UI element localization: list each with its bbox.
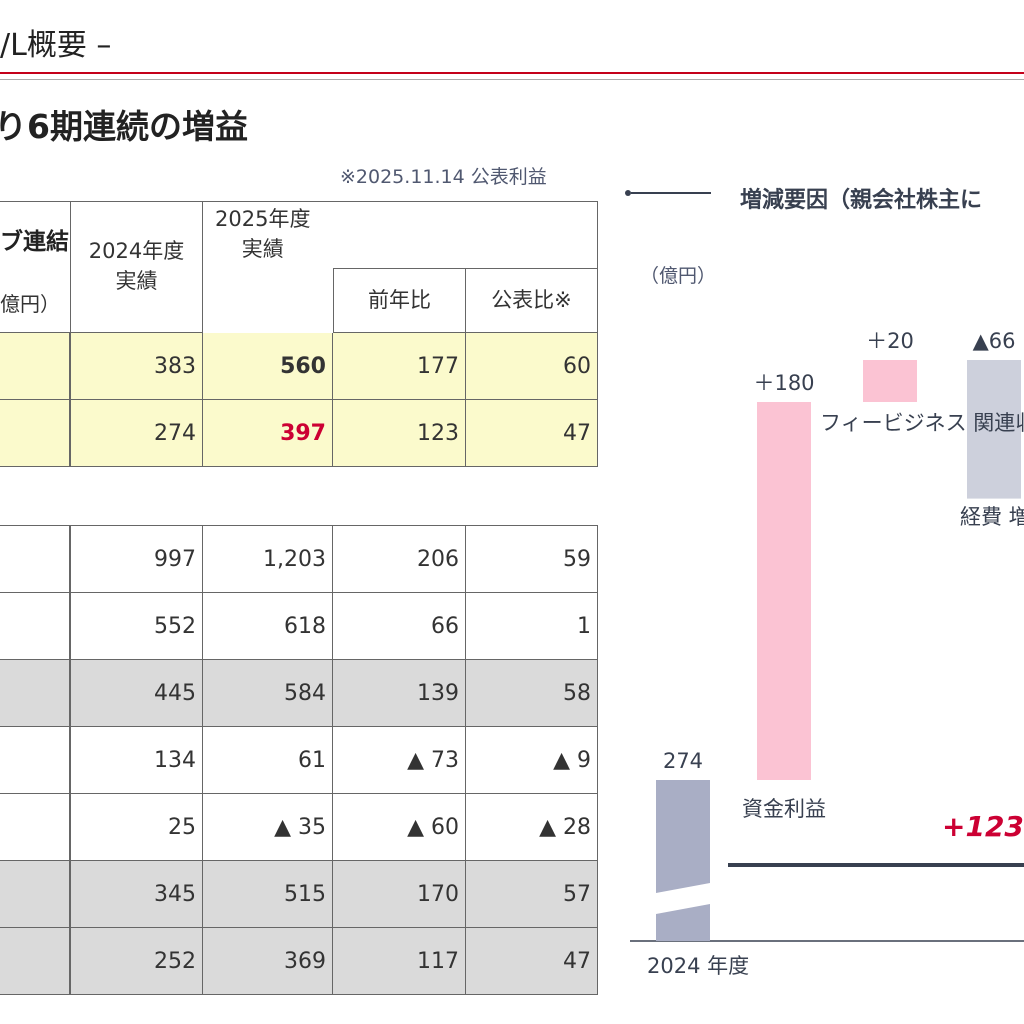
table-cell: 1,203 — [203, 526, 333, 593]
table-cell: ▲ 73 — [333, 727, 466, 794]
row-label-cell — [0, 526, 70, 593]
header-vs-plan: 公表比※ — [466, 268, 598, 333]
table-cell: 123 — [333, 400, 466, 467]
table-cell: 552 — [70, 593, 203, 660]
bar-2024-lower — [656, 904, 710, 941]
chart-unit: （億円） — [640, 265, 717, 287]
table-cell: 274 — [70, 400, 203, 467]
page-title: /L概要 – — [0, 28, 112, 63]
legend-dot — [625, 190, 631, 196]
x-label-2024: 2024 年度 — [647, 954, 750, 978]
waterfall-marks: 274 ＋180 ＋20 ▲66 — [656, 329, 1021, 941]
table-cell: ▲ 60 — [333, 794, 466, 861]
table-cell: 59 — [466, 526, 598, 593]
table-cell: ▲ 28 — [466, 794, 598, 861]
table-cell: 177 — [333, 333, 466, 400]
table-cell: 117 — [333, 928, 466, 995]
header-2024-actual: 2024年度 実績 — [70, 201, 203, 333]
bottom-table-top-border — [0, 525, 598, 526]
table-cell: 25 — [70, 794, 203, 861]
table-cell: 383 — [70, 333, 203, 400]
table-cell: 618 — [203, 593, 333, 660]
table-cell: 60 — [466, 333, 598, 400]
table-cell: 61 — [203, 727, 333, 794]
waterfall-bar — [757, 402, 811, 780]
table-cell: 134 — [70, 727, 203, 794]
x-label-expense-increase: 経費 増加 — [960, 505, 1024, 529]
table-cell: ▲ 35 — [203, 794, 333, 861]
header-yoy: 前年比 — [333, 268, 466, 333]
bar-value-label: 274 — [663, 749, 703, 773]
table-unit-label: 億円） — [0, 292, 60, 316]
table-cell: 445 — [70, 660, 203, 727]
legend-line — [631, 192, 711, 194]
table-cell: 345 — [70, 861, 203, 928]
table-cell: 515 — [203, 861, 333, 928]
row-label-cell — [0, 727, 70, 794]
table-cell: 47 — [466, 928, 598, 995]
header-bottom-border — [0, 332, 70, 333]
table-cell: 584 — [203, 660, 333, 727]
table-cell: 206 — [333, 526, 466, 593]
table-cell: 170 — [333, 861, 466, 928]
table-cell: 47 — [466, 400, 598, 467]
net-income-2025-cell: 397 — [203, 400, 333, 467]
row-label-cell — [0, 660, 70, 727]
table-cell: ▲ 9 — [466, 727, 598, 794]
table-cell: 58 — [466, 660, 598, 727]
row-label-cell — [0, 928, 70, 995]
row-label-cell — [0, 593, 70, 660]
header-2025-actual: 2025年度 実績 — [203, 201, 598, 268]
total-change-label: +123 — [942, 810, 1024, 843]
waterfall-bar — [967, 360, 1021, 499]
bar-2024-upper — [656, 780, 710, 893]
table-cell: 66 — [333, 593, 466, 660]
row-label-cell — [0, 794, 70, 861]
row-label-cell — [0, 333, 70, 400]
table-cell: 369 — [203, 928, 333, 995]
table-cell: 252 — [70, 928, 203, 995]
row-label-cell — [0, 400, 70, 467]
forecast-note: ※2025.11.14 公表利益 — [340, 166, 547, 188]
table-cell: 139 — [333, 660, 466, 727]
x-label-interest-income: 資金利益 — [742, 797, 826, 821]
chart-title: 増減要因（親会社株主に — [740, 188, 983, 213]
table-cell: 560 — [203, 333, 333, 400]
waterfall-bar — [863, 360, 917, 402]
table-top-border — [0, 201, 598, 202]
page-subtitle: り6期連続の増益 — [0, 107, 248, 146]
bar-value-label: ▲66 — [973, 329, 1016, 353]
waterfall-svg: 274 ＋180 ＋20 ▲66 — [630, 329, 1024, 942]
table-cell: 997 — [70, 526, 203, 593]
row-label-cell — [0, 861, 70, 928]
bar-value-label: ＋20 — [866, 329, 914, 353]
x-label-fee-business: フィービジネス 関連収益 — [820, 411, 1024, 435]
title-divider-gray — [0, 79, 1024, 80]
bar-value-label: ＋180 — [753, 371, 814, 395]
table-cell: 1 — [466, 593, 598, 660]
table-corner-label: ブ連結 — [0, 229, 69, 255]
title-divider-red — [0, 72, 1024, 74]
table-cell: 57 — [466, 861, 598, 928]
